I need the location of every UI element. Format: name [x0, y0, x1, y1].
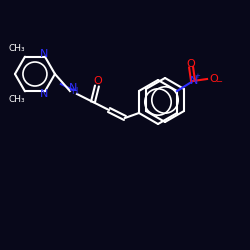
- Text: CH₃: CH₃: [9, 44, 25, 53]
- Text: −: −: [216, 78, 222, 86]
- Text: O: O: [187, 59, 196, 69]
- Text: N: N: [190, 76, 198, 86]
- Text: O: O: [210, 74, 218, 84]
- Text: N: N: [40, 89, 48, 99]
- Text: N: N: [69, 83, 77, 93]
- Text: H: H: [71, 86, 77, 96]
- Text: +: +: [194, 73, 200, 79]
- Text: O: O: [94, 76, 102, 86]
- Text: N: N: [40, 49, 48, 59]
- Text: CH₃: CH₃: [9, 95, 25, 104]
